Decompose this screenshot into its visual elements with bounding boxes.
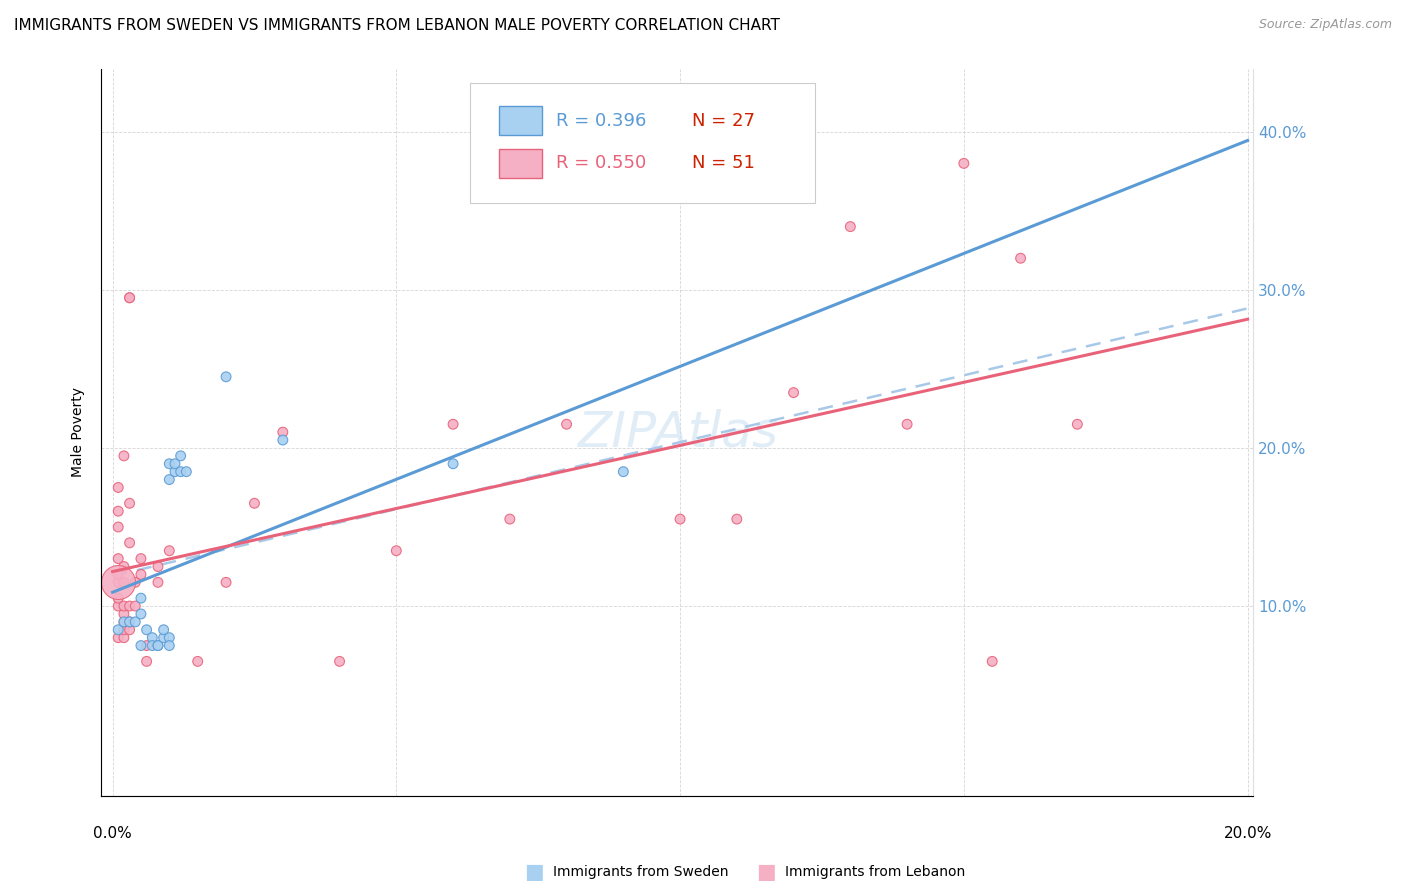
Text: ZIPAtlas: ZIPAtlas	[576, 409, 778, 456]
Point	[129, 591, 152, 606]
Y-axis label: Male Poverty: Male Poverty	[72, 387, 86, 477]
Point	[169, 465, 191, 479]
Point	[118, 496, 141, 510]
Point	[163, 457, 186, 471]
Point	[441, 457, 464, 471]
Point	[124, 599, 146, 613]
Text: Source: ZipAtlas.com: Source: ZipAtlas.com	[1258, 18, 1392, 31]
Point	[612, 465, 634, 479]
Point	[953, 156, 976, 170]
Point	[441, 417, 464, 432]
Point	[107, 575, 129, 590]
Point	[129, 607, 152, 621]
Point	[555, 417, 578, 432]
Point	[243, 496, 266, 510]
Point	[141, 631, 163, 645]
Point	[839, 219, 862, 234]
Point	[141, 639, 163, 653]
Point	[112, 615, 135, 629]
Point	[118, 615, 141, 629]
Point	[124, 575, 146, 590]
Point	[107, 575, 129, 590]
Point	[107, 591, 129, 606]
Text: R = 0.396: R = 0.396	[557, 112, 647, 130]
Text: Immigrants from Sweden: Immigrants from Sweden	[553, 865, 728, 880]
Point	[135, 623, 157, 637]
Point	[271, 433, 294, 447]
Point	[107, 480, 129, 494]
Point	[896, 417, 918, 432]
Point	[215, 575, 238, 590]
Text: 20.0%: 20.0%	[1223, 826, 1272, 841]
Point	[118, 599, 141, 613]
Point	[112, 607, 135, 621]
Point	[146, 575, 169, 590]
Point	[157, 631, 180, 645]
Text: 0.0%: 0.0%	[93, 826, 132, 841]
Point	[112, 631, 135, 645]
Text: ■: ■	[524, 863, 544, 882]
Point	[107, 631, 129, 645]
Point	[215, 369, 238, 384]
Text: N = 27: N = 27	[692, 112, 755, 130]
Point	[112, 575, 135, 590]
Point	[157, 639, 180, 653]
Point	[107, 504, 129, 518]
Point	[107, 520, 129, 534]
Point	[118, 291, 141, 305]
Point	[135, 654, 157, 668]
Point	[1066, 417, 1088, 432]
Point	[118, 291, 141, 305]
Point	[981, 654, 1004, 668]
Point	[782, 385, 804, 400]
Text: ■: ■	[756, 863, 776, 882]
Point	[157, 543, 180, 558]
Point	[107, 599, 129, 613]
Point	[107, 567, 129, 582]
Point	[146, 639, 169, 653]
Point	[725, 512, 748, 526]
Point	[163, 465, 186, 479]
Text: IMMIGRANTS FROM SWEDEN VS IMMIGRANTS FROM LEBANON MALE POVERTY CORRELATION CHART: IMMIGRANTS FROM SWEDEN VS IMMIGRANTS FRO…	[14, 18, 780, 33]
Point	[112, 449, 135, 463]
FancyBboxPatch shape	[499, 148, 543, 178]
Point	[271, 425, 294, 439]
Point	[152, 631, 174, 645]
FancyBboxPatch shape	[499, 106, 543, 136]
Point	[107, 551, 129, 566]
Point	[176, 465, 198, 479]
Point	[124, 615, 146, 629]
Point	[112, 599, 135, 613]
Point	[146, 639, 169, 653]
Point	[112, 559, 135, 574]
Text: Immigrants from Lebanon: Immigrants from Lebanon	[785, 865, 965, 880]
Point	[129, 639, 152, 653]
Point	[169, 449, 191, 463]
Point	[187, 654, 209, 668]
Point	[1010, 252, 1032, 266]
Point	[107, 623, 129, 637]
Point	[157, 473, 180, 487]
Point	[112, 623, 135, 637]
Text: N = 51: N = 51	[692, 154, 755, 172]
Text: R = 0.550: R = 0.550	[557, 154, 647, 172]
FancyBboxPatch shape	[470, 83, 815, 203]
Point	[146, 559, 169, 574]
Point	[499, 512, 522, 526]
Point	[118, 536, 141, 550]
Point	[129, 551, 152, 566]
Point	[329, 654, 352, 668]
Point	[112, 615, 135, 629]
Point	[669, 512, 692, 526]
Point	[129, 567, 152, 582]
Point	[152, 623, 174, 637]
Point	[157, 457, 180, 471]
Point	[135, 639, 157, 653]
Point	[118, 623, 141, 637]
Point	[118, 615, 141, 629]
Point	[385, 543, 408, 558]
